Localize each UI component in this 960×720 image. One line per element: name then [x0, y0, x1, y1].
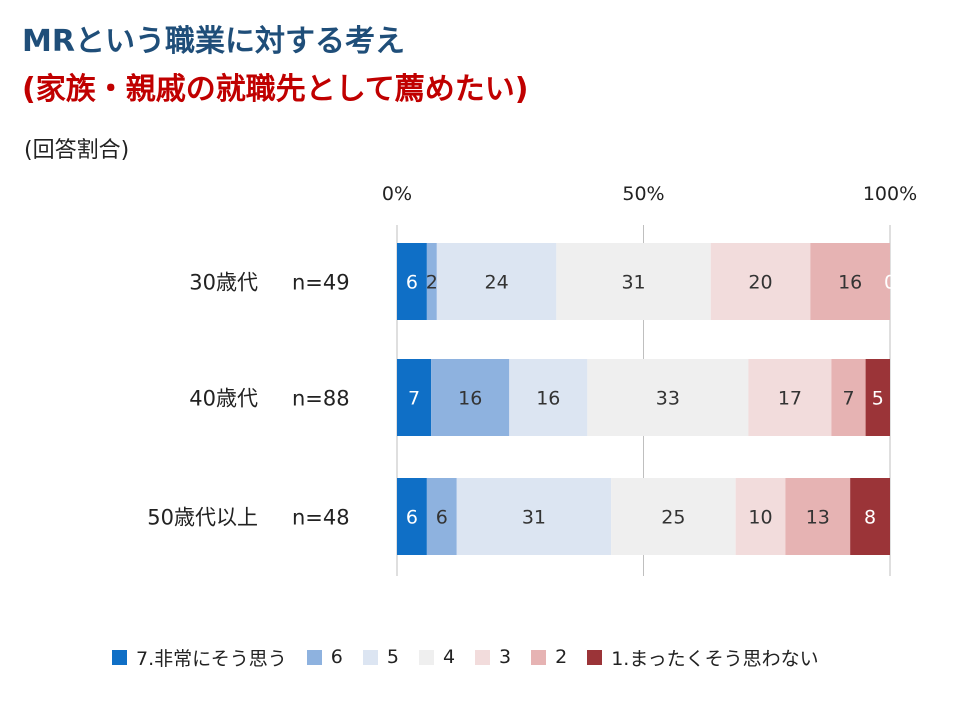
legend-label: 6	[330, 646, 343, 668]
bar-segment	[426, 243, 437, 320]
chart-subtitle: (家族・親戚の就職先として薦めたい)	[22, 72, 529, 107]
legend-item: 1.まったくそう思わない	[587, 644, 819, 671]
bar-segment	[426, 478, 457, 555]
bar-segment	[710, 243, 811, 320]
data-label: 20	[748, 272, 772, 294]
unit-note: (回答割合)	[24, 138, 130, 163]
data-label: 17	[778, 388, 802, 410]
legend-swatch	[418, 649, 434, 665]
legend-item: 2	[531, 646, 567, 668]
category-label: 30歳代	[189, 271, 258, 295]
data-label: 25	[661, 507, 685, 529]
data-label: 31	[621, 272, 645, 294]
bar-segment	[436, 243, 557, 320]
sample-size-label: n=48	[292, 506, 350, 530]
legend-item: 7.非常にそう思う	[112, 644, 287, 671]
legend-swatch	[587, 649, 603, 665]
data-label: 16	[536, 388, 560, 410]
chart-title: MRという職業に対する考え	[22, 24, 405, 59]
legend-item: 3	[475, 646, 511, 668]
bar-segment	[431, 359, 510, 436]
data-label: 10	[748, 507, 772, 529]
bar-segment	[850, 478, 890, 555]
data-label: 5	[872, 388, 884, 410]
data-label: 2	[426, 272, 438, 294]
bar-segment	[748, 359, 832, 436]
bar-segment	[865, 359, 890, 436]
bar-segment	[735, 478, 786, 555]
data-label: 6	[406, 272, 418, 294]
legend-label: 5	[386, 646, 399, 668]
data-label: 16	[838, 272, 862, 294]
data-label: 24	[485, 272, 509, 294]
legend-label: 7.非常にそう思う	[136, 647, 287, 670]
data-label: 33	[656, 388, 680, 410]
data-label: 0	[884, 272, 896, 294]
legend-swatch	[362, 649, 378, 665]
x-tick-label: 0%	[382, 183, 412, 205]
bar-segment	[397, 359, 432, 436]
legend-item: 5	[362, 646, 399, 668]
data-label: 6	[406, 507, 418, 529]
bar-segment	[785, 478, 851, 555]
category-label: 50歳代以上	[147, 506, 258, 530]
sample-size-label: n=49	[292, 271, 350, 295]
data-label: 16	[458, 388, 482, 410]
bar-segment	[831, 359, 866, 436]
bar-segment	[587, 359, 749, 436]
category-label: 40歳代	[189, 387, 258, 411]
bar-segment	[397, 478, 427, 555]
bar-segment	[611, 478, 736, 555]
bar-segment	[810, 243, 890, 320]
data-label: 8	[864, 507, 876, 529]
legend-swatch	[475, 649, 491, 665]
legend-swatch	[112, 649, 127, 665]
data-label: 7	[842, 388, 854, 410]
x-tick-label: 100%	[863, 183, 917, 205]
bar-segment	[509, 359, 588, 436]
data-label: 13	[806, 507, 830, 529]
legend-swatch	[306, 649, 322, 665]
sample-size-label: n=88	[292, 387, 350, 411]
legend-swatch	[531, 649, 547, 665]
bar-segment	[456, 478, 612, 555]
legend-label: 1.まったくそう思わない	[611, 647, 819, 670]
x-tick-label: 50%	[622, 183, 664, 205]
data-label: 7	[408, 388, 420, 410]
chart-legend: 7.非常にそう思う 6 5 4 3 2 1.まったくそう思わない	[112, 643, 839, 671]
data-label: 31	[522, 507, 546, 529]
bar-segment	[397, 243, 427, 320]
legend-label: 3	[499, 646, 512, 668]
legend-label: 4	[442, 646, 456, 668]
bar-segment	[556, 243, 711, 320]
legend-item: 4	[418, 646, 456, 668]
legend-label: 2	[555, 646, 568, 668]
data-label: 6	[436, 507, 448, 529]
legend-item: 6	[306, 646, 343, 668]
